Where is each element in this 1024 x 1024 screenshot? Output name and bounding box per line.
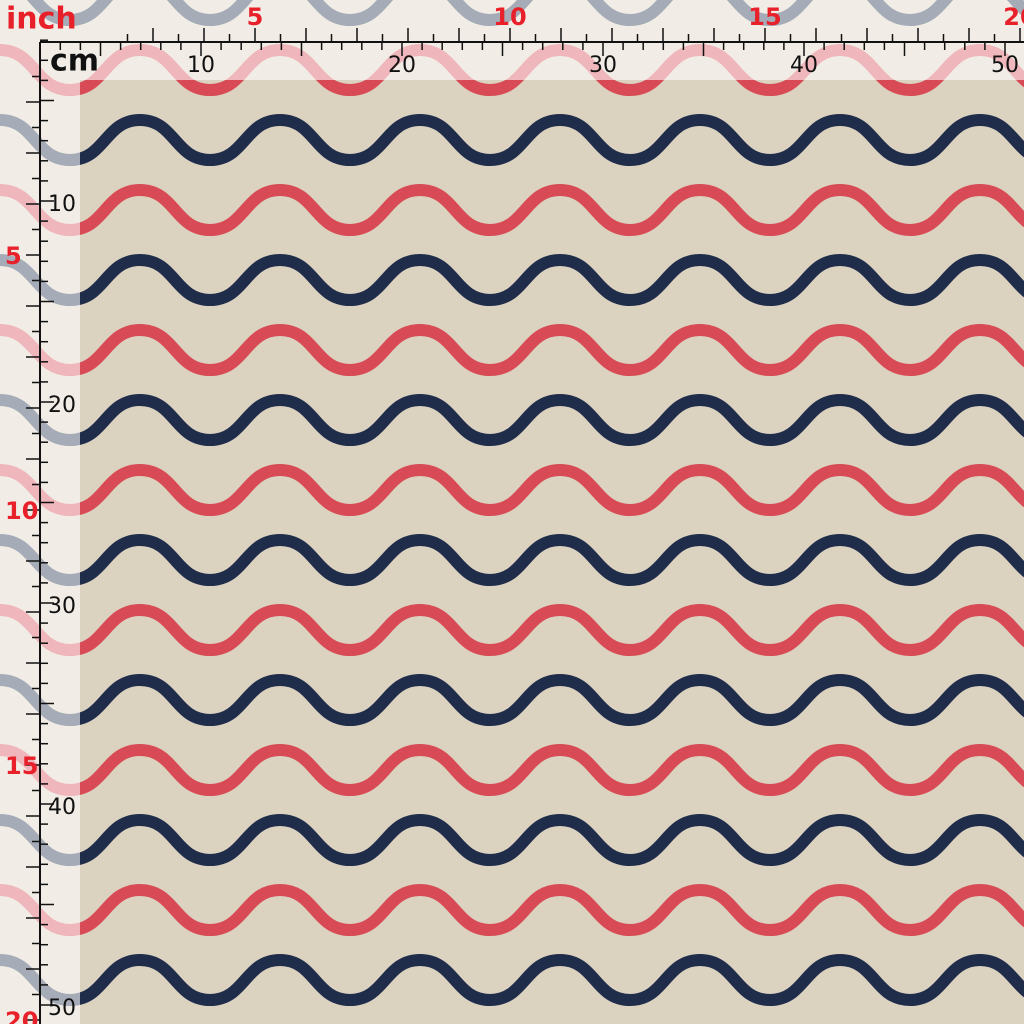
inch-label: 5 (247, 3, 264, 31)
wave (0, 603, 1024, 657)
inch-label: 20 (5, 1007, 38, 1024)
ruler: inch cm 5 10 15 20 10 20 30 40 50 5 10 15 20 10 20 30 40… (5, 2, 1024, 1024)
cm-label: 10 (48, 192, 76, 217)
wave (0, 253, 1024, 307)
wave (0, 183, 1024, 237)
inch-label: 20 (1003, 3, 1024, 31)
top-margin (0, 0, 1024, 80)
inch-label: 10 (493, 3, 526, 31)
cm-unit: cm (50, 44, 99, 79)
cm-label: 20 (388, 53, 416, 78)
cm-label: 30 (589, 53, 617, 78)
inch-unit: inch (6, 2, 77, 37)
wave (0, 883, 1024, 937)
cm-label: 30 (48, 594, 76, 619)
wave (0, 743, 1024, 797)
wave (0, 953, 1024, 1007)
cm-label: 40 (48, 795, 76, 820)
inch-label: 10 (5, 497, 38, 525)
cm-label: 10 (187, 53, 215, 78)
inch-label: 15 (748, 3, 781, 31)
wave (0, 113, 1024, 167)
inch-label: 5 (5, 242, 22, 270)
cm-label: 50 (991, 53, 1019, 78)
cm-label: 40 (790, 53, 818, 78)
wave (0, 393, 1024, 447)
wave (0, 463, 1024, 517)
inch-label: 15 (5, 752, 38, 780)
cm-label: 50 (48, 996, 76, 1021)
wave (0, 323, 1024, 377)
wave (0, 813, 1024, 867)
wave (0, 533, 1024, 587)
wave (0, 673, 1024, 727)
cm-label: 20 (48, 393, 76, 418)
